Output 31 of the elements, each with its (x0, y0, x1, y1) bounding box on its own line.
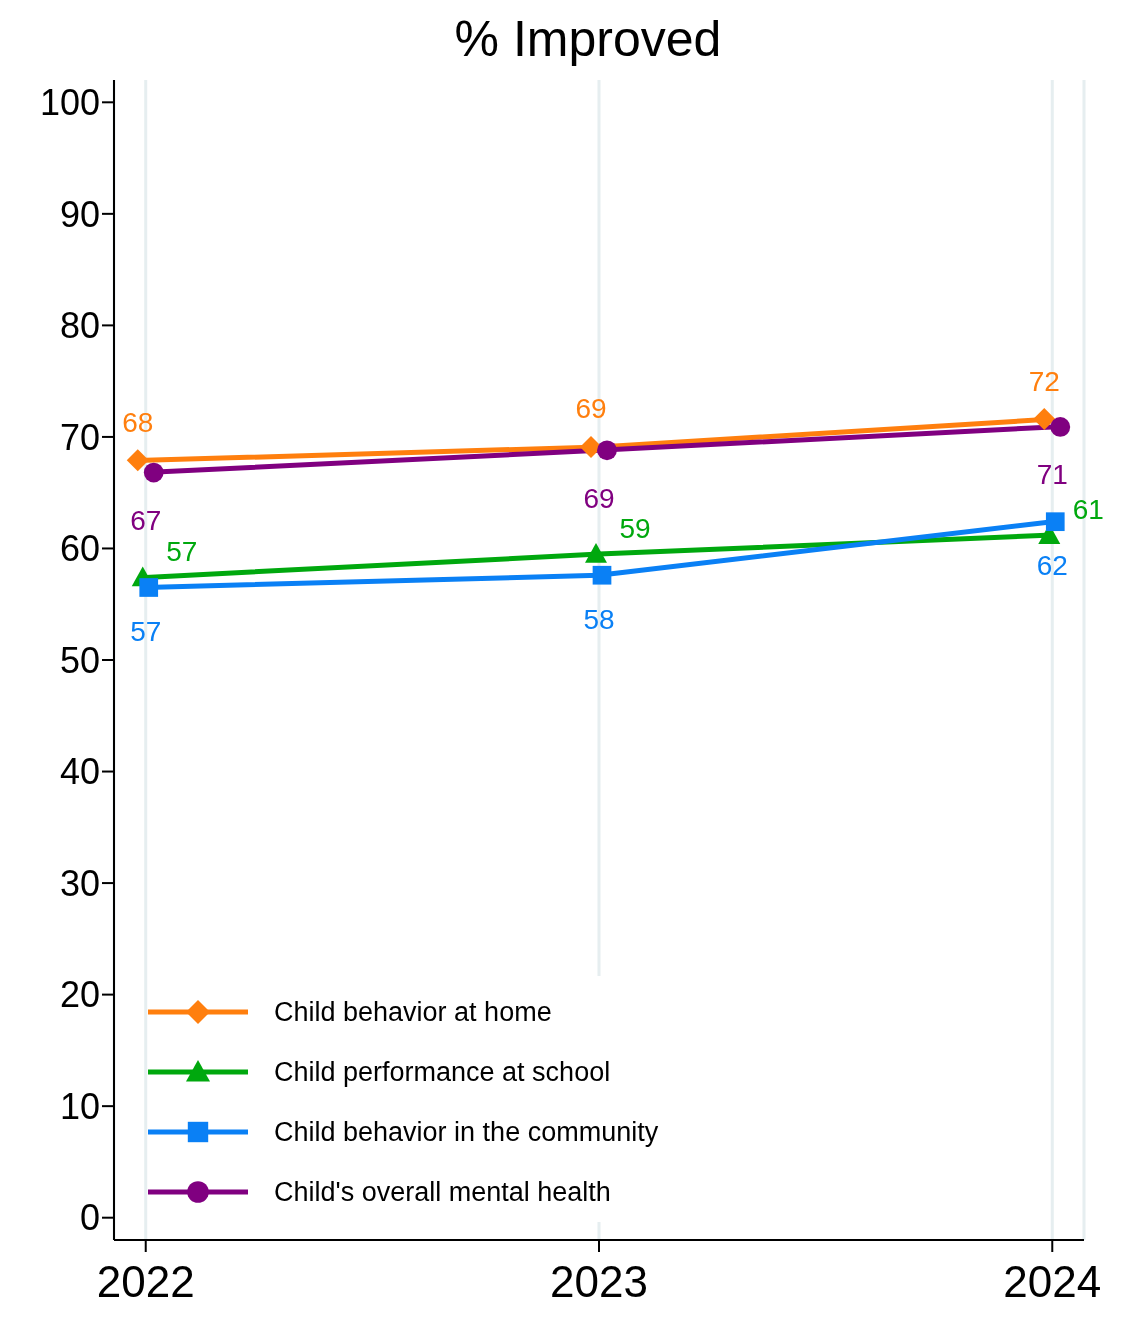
legend-label: Child behavior in the community (274, 1116, 659, 1148)
x-tick-label: 2022 (96, 1257, 195, 1307)
y-tick-label: 10 (59, 1085, 100, 1127)
y-tick-label: 60 (59, 528, 100, 570)
data-label: 67 (130, 505, 162, 537)
y-tick-label: 90 (59, 193, 100, 235)
data-label: 61 (1072, 493, 1104, 525)
data-label: 57 (130, 616, 162, 647)
data-label: 59 (619, 512, 651, 544)
data-label: 58 (583, 603, 615, 635)
data-label: 69 (575, 393, 607, 425)
data-label: 69 (583, 482, 615, 514)
y-tick-label: 50 (59, 639, 100, 681)
data-label: 68 (122, 406, 154, 438)
y-tick-label: 20 (59, 974, 100, 1016)
legend-label: Child's overall mental health (274, 1176, 611, 1208)
y-tick-label: 70 (59, 416, 100, 458)
legend-label: Child behavior at home (274, 996, 552, 1028)
y-tick-label: 30 (59, 862, 100, 904)
y-tick-label: 80 (59, 305, 100, 347)
y-tick-label: 0 (79, 1197, 100, 1239)
y-tick-label: 40 (59, 751, 100, 793)
data-label: 72 (1028, 365, 1060, 397)
y-tick-label: 100 (39, 82, 100, 124)
data-label: 62 (1036, 550, 1068, 582)
x-tick-label: 2024 (1003, 1257, 1102, 1307)
x-tick-label: 2023 (550, 1257, 648, 1307)
data-label: 57 (166, 535, 198, 567)
chart-title: % Improved (453, 10, 723, 69)
legend-label: Child performance at school (274, 1056, 611, 1088)
data-label: 71 (1036, 459, 1068, 491)
